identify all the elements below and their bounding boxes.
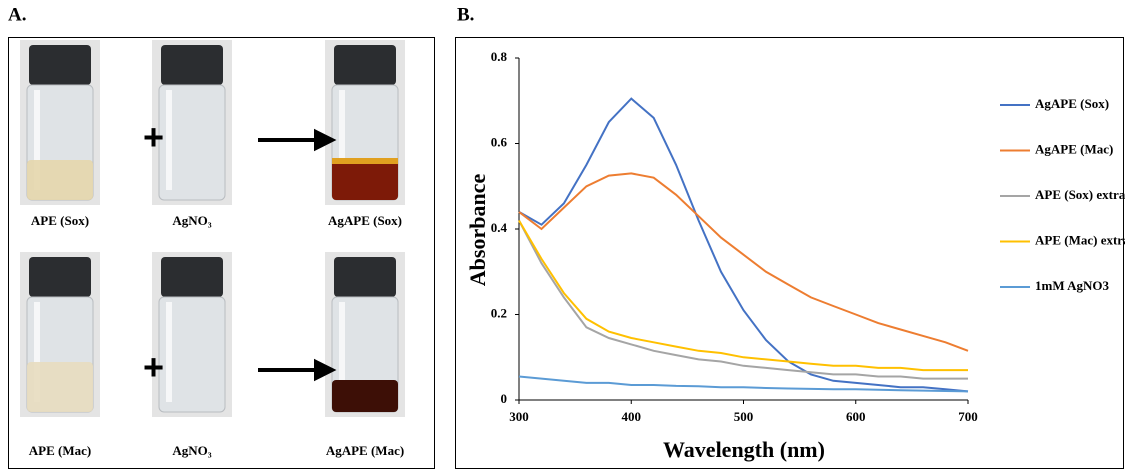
legend-label: 1mM AgNO3 bbox=[1035, 278, 1110, 293]
panel-label: A. bbox=[8, 4, 26, 25]
data-line bbox=[518, 172, 969, 352]
data-line bbox=[518, 219, 968, 372]
x-tick-label: 400 bbox=[622, 409, 642, 424]
y-tick-label: 0 bbox=[501, 391, 508, 406]
x-tick-label: 600 bbox=[846, 409, 866, 424]
vial-caption: AgNO₃ bbox=[172, 213, 211, 228]
legend-label: AgAPE (Mac) bbox=[1035, 141, 1113, 156]
vial-caption: APE (Mac) bbox=[29, 443, 91, 458]
vial-caption: AgAPE (Sox) bbox=[328, 213, 402, 228]
x-axis-title: Wavelength (nm) bbox=[663, 437, 825, 462]
x-tick-label: 300 bbox=[509, 409, 529, 424]
y-tick-label: 0.2 bbox=[491, 305, 507, 320]
vial-caption: AgNO₃ bbox=[172, 443, 211, 458]
data-line bbox=[518, 375, 969, 393]
x-tick-label: 700 bbox=[958, 409, 978, 424]
y-tick-label: 0.8 bbox=[491, 49, 508, 64]
legend-label: AgAPE (Sox) bbox=[1035, 96, 1109, 111]
y-tick-label: 0.4 bbox=[491, 220, 508, 235]
vial-caption: AgAPE (Mac) bbox=[326, 443, 404, 458]
data-line bbox=[518, 97, 969, 393]
y-axis-title: Absorbance bbox=[465, 174, 490, 287]
x-tick-label: 500 bbox=[734, 409, 754, 424]
svg-text:+: + bbox=[143, 347, 164, 388]
legend-label: APE (Sox) extract bbox=[1035, 187, 1125, 202]
panel-b-frame bbox=[455, 37, 1124, 469]
y-tick-label: 0.6 bbox=[491, 134, 508, 149]
vial-caption: APE (Sox) bbox=[31, 213, 89, 228]
vials: + + bbox=[19, 39, 406, 418]
panel-label: B. bbox=[457, 4, 474, 25]
legend-label: APE (Mac) extract bbox=[1035, 232, 1125, 247]
svg-text:+: + bbox=[143, 117, 164, 158]
data-line bbox=[518, 220, 968, 380]
